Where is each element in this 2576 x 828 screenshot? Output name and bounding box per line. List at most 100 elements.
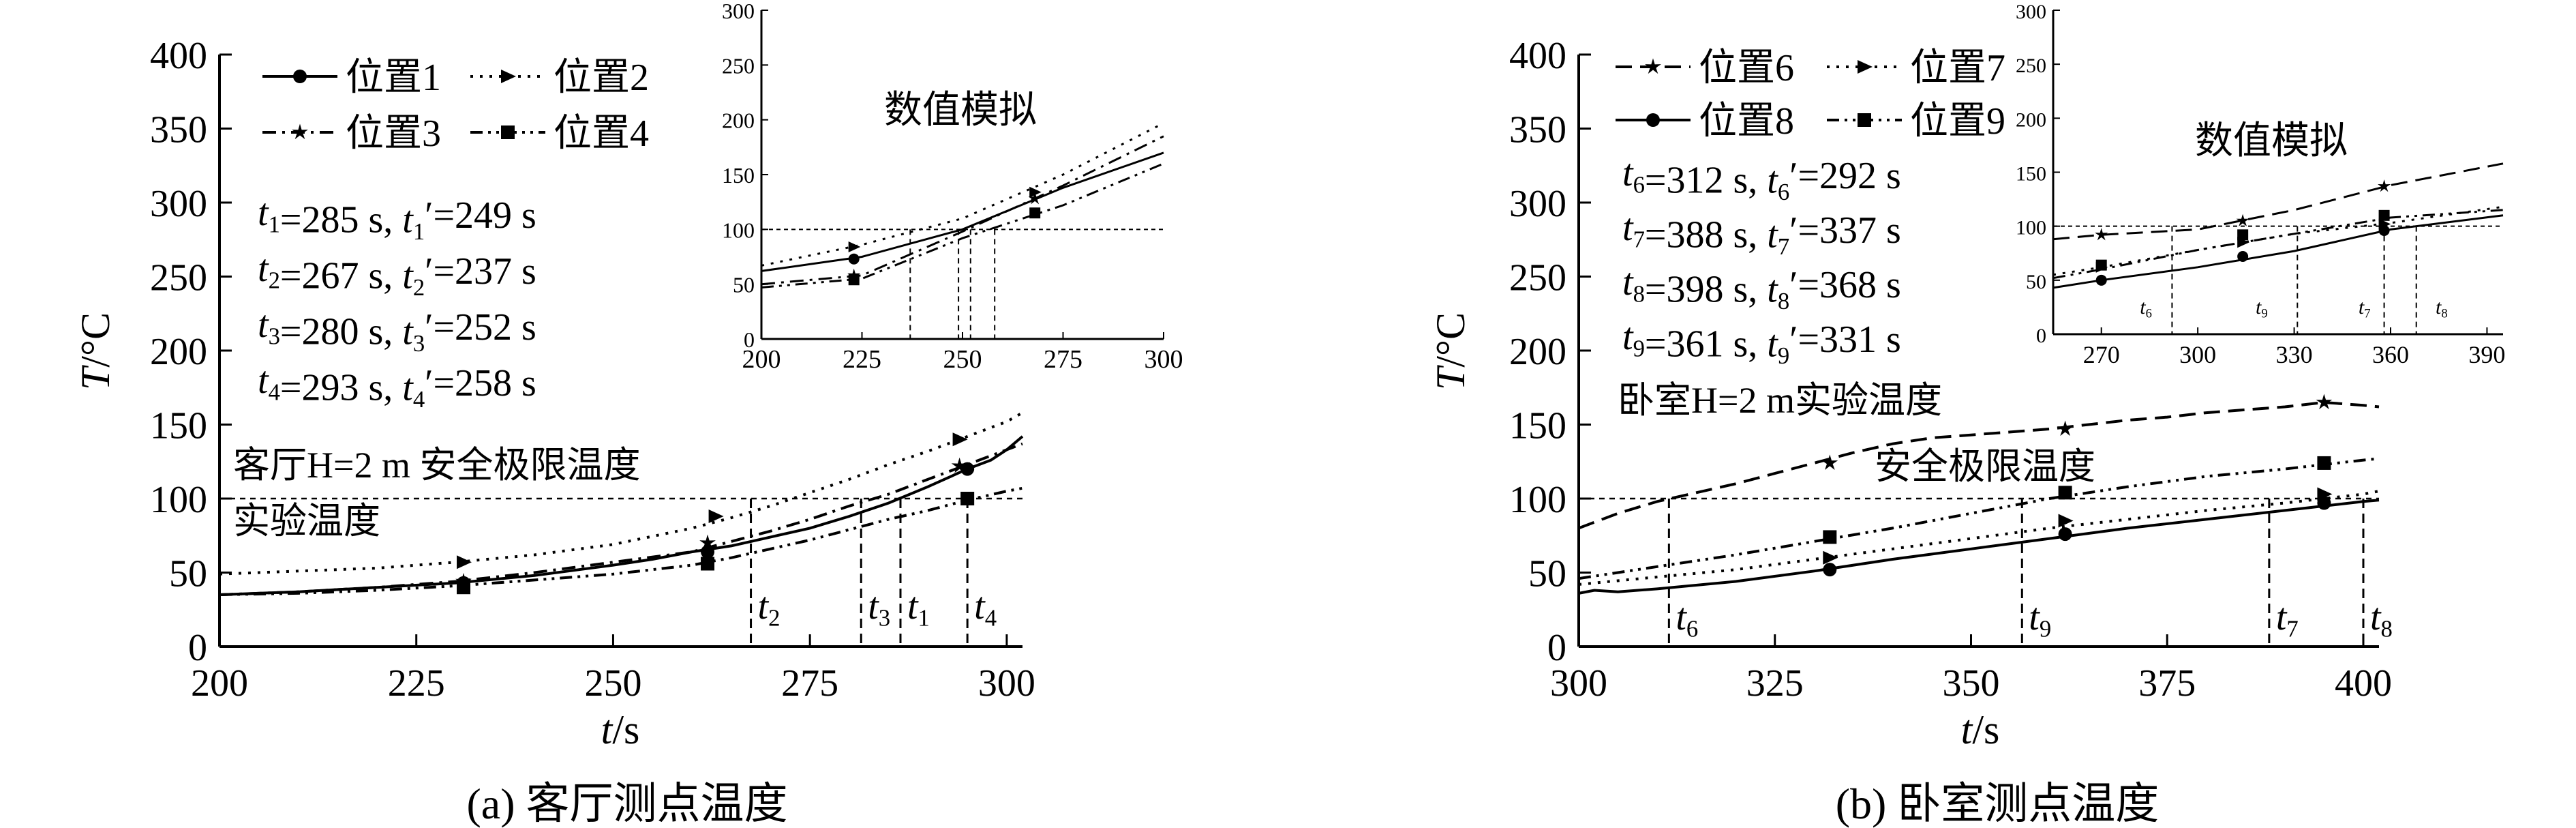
time-marker-label: t6 bbox=[1676, 596, 1698, 642]
inset-x-tick-label: 270 bbox=[2083, 341, 2120, 368]
inset-x-tick-label: 330 bbox=[2276, 341, 2313, 368]
legend-marker bbox=[1858, 113, 1871, 127]
x-tick-label: 300 bbox=[978, 662, 1035, 705]
time-marker-label: t1 bbox=[907, 585, 930, 631]
inset-series-line bbox=[2052, 209, 2504, 280]
legend-label: 位置2 bbox=[554, 57, 649, 99]
data-point bbox=[457, 580, 471, 595]
inset-y-tick-label: 250 bbox=[722, 53, 755, 78]
data-point bbox=[1823, 563, 1837, 577]
x-tick-label: 375 bbox=[2138, 662, 2196, 705]
inset-data-point bbox=[2237, 229, 2249, 241]
inset-time-label: t6 bbox=[2140, 296, 2152, 321]
inset-series-line bbox=[2052, 205, 2504, 276]
chart-caption: (b) 卧室测点温度 bbox=[1836, 780, 2160, 828]
inset-series-line bbox=[761, 135, 1164, 286]
series-line-4 bbox=[219, 486, 1023, 596]
legend-label: 位置6 bbox=[1699, 47, 1794, 89]
y-tick-label: 350 bbox=[150, 109, 207, 151]
times-text: t4=293 s, t4′=258 s bbox=[258, 359, 536, 413]
y-tick-label: 0 bbox=[188, 627, 207, 669]
inset-data-point bbox=[2236, 213, 2249, 226]
inset-data-point bbox=[1029, 186, 1042, 198]
times-text: t9=361 s, t9′=331 s bbox=[1622, 316, 1901, 369]
time-marker-label: t8 bbox=[2370, 596, 2393, 642]
x-tick-label: 250 bbox=[584, 662, 641, 705]
time-marker-label: t7 bbox=[2276, 596, 2299, 642]
inset-y-tick-label: 100 bbox=[2016, 217, 2046, 239]
data-point bbox=[708, 509, 724, 524]
x-tick-label: 200 bbox=[191, 662, 248, 705]
inset-data-point bbox=[1028, 192, 1042, 205]
inset-x-tick-label: 200 bbox=[742, 345, 781, 374]
data-point bbox=[2058, 514, 2074, 528]
inset-data-point bbox=[848, 241, 861, 253]
inset-data-point bbox=[2237, 251, 2249, 262]
legend-marker bbox=[1858, 60, 1873, 74]
legend-label: 位置9 bbox=[1910, 100, 2005, 143]
time-marker-label: t3 bbox=[868, 585, 890, 631]
inset-time-label: t7 bbox=[2359, 296, 2371, 321]
x-tick-label: 225 bbox=[388, 662, 445, 705]
legend-label: 位置1 bbox=[346, 57, 441, 99]
data-point bbox=[2058, 486, 2072, 500]
y-tick-label: 300 bbox=[150, 183, 207, 225]
y-tick-label: 400 bbox=[1509, 35, 1566, 77]
y-tick-label: 150 bbox=[150, 405, 207, 447]
x-tick-label: 275 bbox=[781, 662, 838, 705]
annotation: 安全极限温度 bbox=[1875, 446, 2095, 487]
inset-y-tick-label: 50 bbox=[733, 273, 755, 297]
time-marker-label: t9 bbox=[2029, 596, 2051, 642]
inset-series-line bbox=[761, 162, 1164, 289]
inset-data-point bbox=[2095, 274, 2107, 286]
inset-title: 数值模拟 bbox=[2195, 120, 2348, 162]
x-axis-label: t/s bbox=[1961, 707, 2000, 752]
legend-label: 位置3 bbox=[346, 113, 441, 155]
inset-x-tick-label: 275 bbox=[1044, 345, 1082, 374]
chart-0: 0 50 100 150 200 250 300 350 400 200 225 250 275 300 T… bbox=[73, 0, 1183, 828]
inset-y-tick-label: 300 bbox=[722, 0, 755, 23]
inset-title: 数值模拟 bbox=[884, 89, 1037, 132]
inset-chart: 0 50 100 150 200 250 300 200 225 250 275 300 数值模拟 bbox=[722, 0, 1183, 374]
series-line-1 bbox=[1578, 400, 2380, 530]
y-tick-label: 300 bbox=[1509, 183, 1566, 225]
data-point bbox=[2316, 394, 2333, 410]
inset-x-tick-label: 390 bbox=[2468, 341, 2505, 368]
time-marker-label: t4 bbox=[974, 585, 997, 631]
inset-x-tick-label: 300 bbox=[1145, 345, 1183, 374]
data-point bbox=[952, 432, 968, 447]
data-point bbox=[2317, 496, 2331, 510]
annotation: 实验温度 bbox=[233, 501, 380, 542]
data-point bbox=[701, 557, 715, 571]
inset-data-point bbox=[2095, 228, 2108, 241]
x-tick-label: 300 bbox=[1550, 662, 1607, 705]
data-point bbox=[2317, 456, 2331, 470]
inset-y-tick-label: 200 bbox=[2016, 108, 2046, 131]
y-tick-label: 200 bbox=[1509, 331, 1566, 373]
y-tick-label: 50 bbox=[169, 553, 207, 595]
series-line-3 bbox=[1578, 499, 2380, 595]
inset-y-tick-label: 0 bbox=[2036, 325, 2046, 347]
x-tick-label: 400 bbox=[2335, 662, 2392, 705]
inset-data-point bbox=[2095, 259, 2107, 271]
y-tick-label: 150 bbox=[1509, 405, 1566, 447]
inset-y-tick-label: 150 bbox=[2016, 163, 2046, 186]
times-text: t1=285 s, t1′=249 s bbox=[258, 192, 536, 245]
y-tick-label: 250 bbox=[150, 257, 207, 299]
inset-y-tick-label: 150 bbox=[722, 163, 755, 188]
inset-data-point bbox=[1029, 207, 1041, 219]
y-tick-label: 100 bbox=[150, 479, 207, 521]
legend-marker bbox=[501, 70, 516, 83]
inset-data-point bbox=[848, 253, 860, 265]
inset-chart: 0 50 100 150 200 250 300 270 300 330 360 390 t6 t9 t7 t… bbox=[2016, 1, 2505, 368]
inset-background bbox=[761, 10, 1164, 339]
series-line-2 bbox=[219, 411, 1023, 576]
data-point bbox=[951, 457, 968, 473]
chart-1: 0 50 100 150 200 250 300 350 400 300 325 350 375 400 T… bbox=[1428, 1, 2505, 828]
legend-marker bbox=[1645, 58, 1661, 74]
y-tick-label: 100 bbox=[1509, 479, 1566, 521]
times-text: t3=280 s, t3′=252 s bbox=[258, 304, 536, 357]
legend-marker bbox=[1646, 113, 1660, 127]
inset-series-line bbox=[761, 122, 1164, 267]
